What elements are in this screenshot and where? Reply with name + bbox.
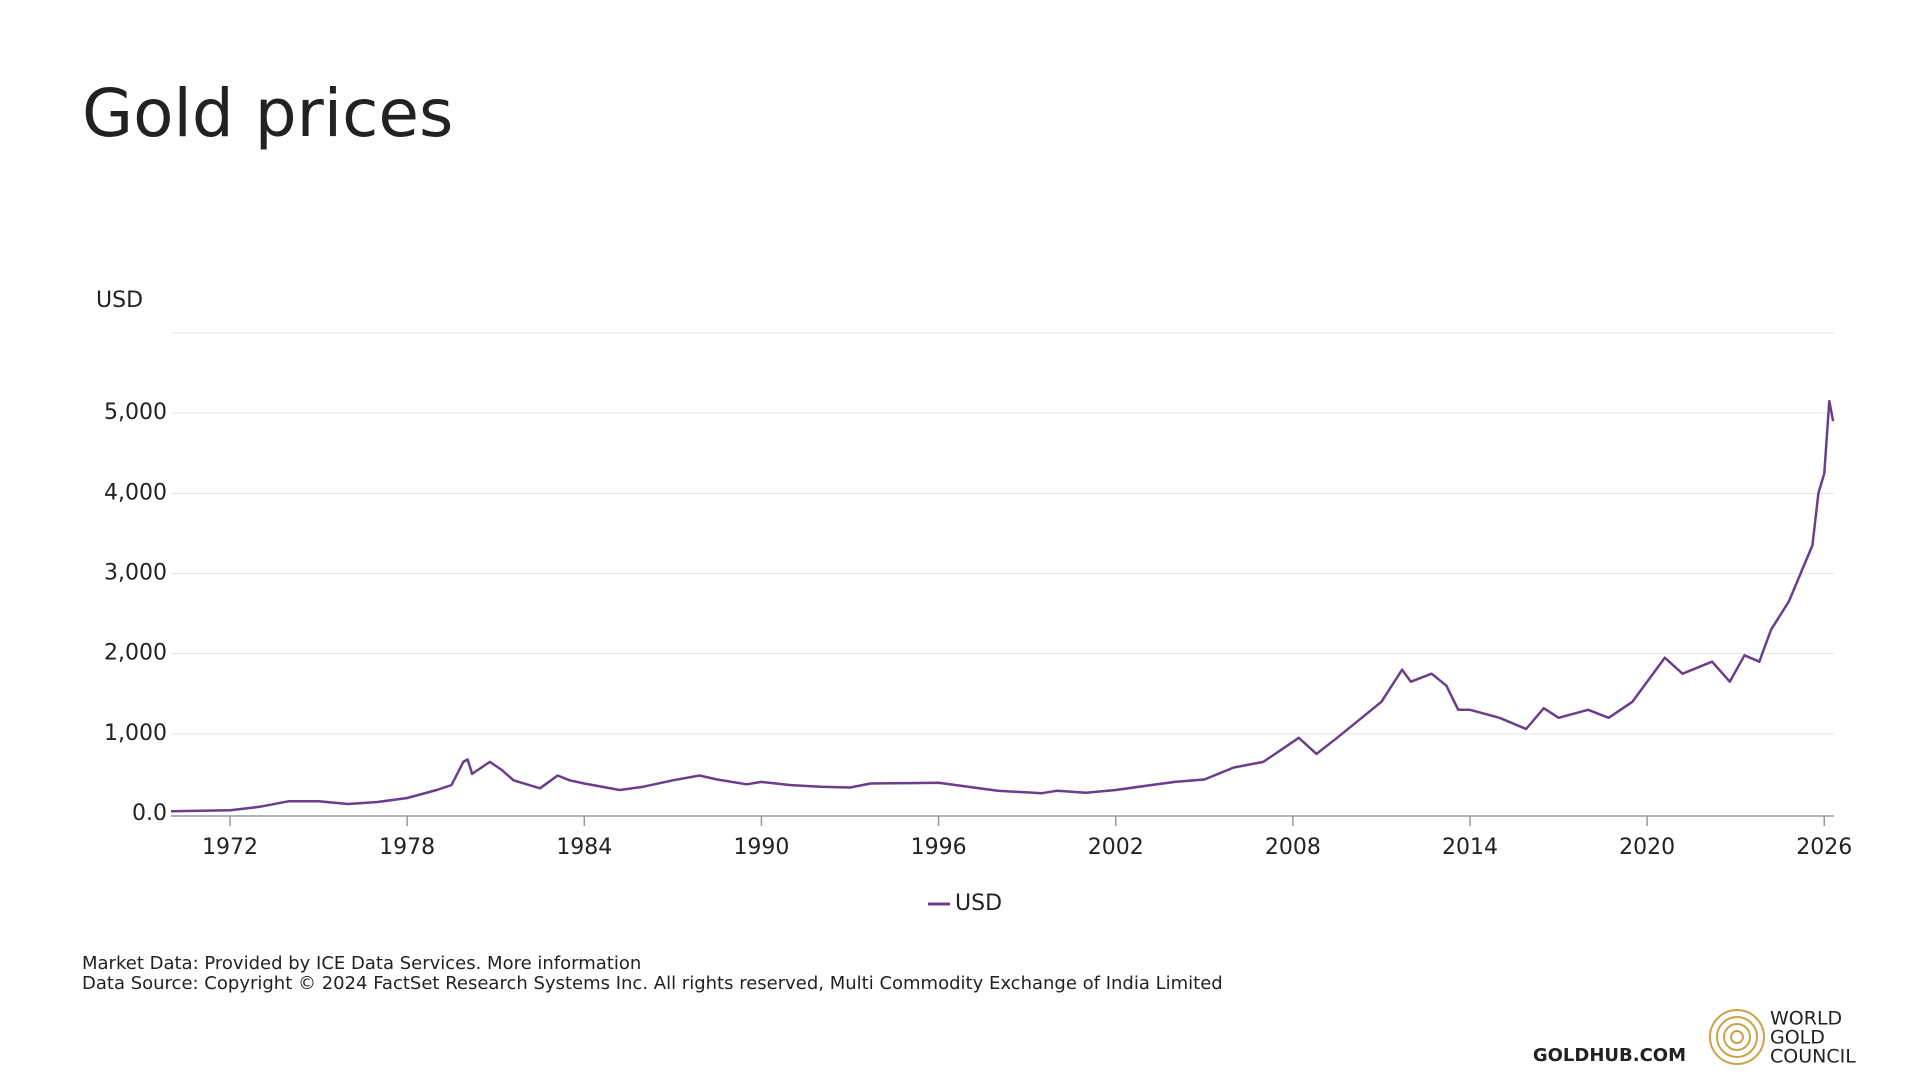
footnote: Market Data: Provided by ICE Data Servic…: [82, 953, 641, 974]
logo-text: WORLD: [1770, 1008, 1842, 1030]
chart-title: Gold prices: [82, 75, 453, 152]
legend-label: USD: [955, 891, 1002, 916]
logo: [1709, 1009, 1765, 1065]
x-tick-label: 2002: [1088, 835, 1144, 860]
y-tick-label: 5,000: [104, 400, 167, 425]
y-tick-label: 2,000: [104, 641, 167, 666]
site-link[interactable]: GOLDHUB.COM: [1533, 1045, 1686, 1066]
y-tick-label: 4,000: [104, 480, 167, 505]
y-tick-label: 1,000: [104, 721, 167, 746]
logo-text: COUNCIL: [1770, 1046, 1856, 1068]
x-tick-label: 1984: [556, 835, 612, 860]
y-tick-label: 3,000: [104, 561, 167, 586]
logo-text: GOLD: [1770, 1027, 1825, 1049]
x-tick-label: 2026: [1796, 835, 1852, 860]
x-tick-label: 2020: [1619, 835, 1675, 860]
x-tick-label: 2008: [1265, 835, 1321, 860]
x-tick-label: 1978: [379, 835, 435, 860]
x-tick-label: 1990: [733, 835, 789, 860]
x-tick-label: 2014: [1442, 835, 1498, 860]
line-series: [170, 399, 1835, 813]
x-tick-label: 1972: [202, 835, 258, 860]
footnote: Data Source: Copyright © 2024 FactSet Re…: [82, 973, 1223, 994]
x-tick-label: 1996: [911, 835, 967, 860]
y-tick-label: 0.0: [132, 801, 167, 826]
y-axis-label: USD: [96, 288, 143, 313]
